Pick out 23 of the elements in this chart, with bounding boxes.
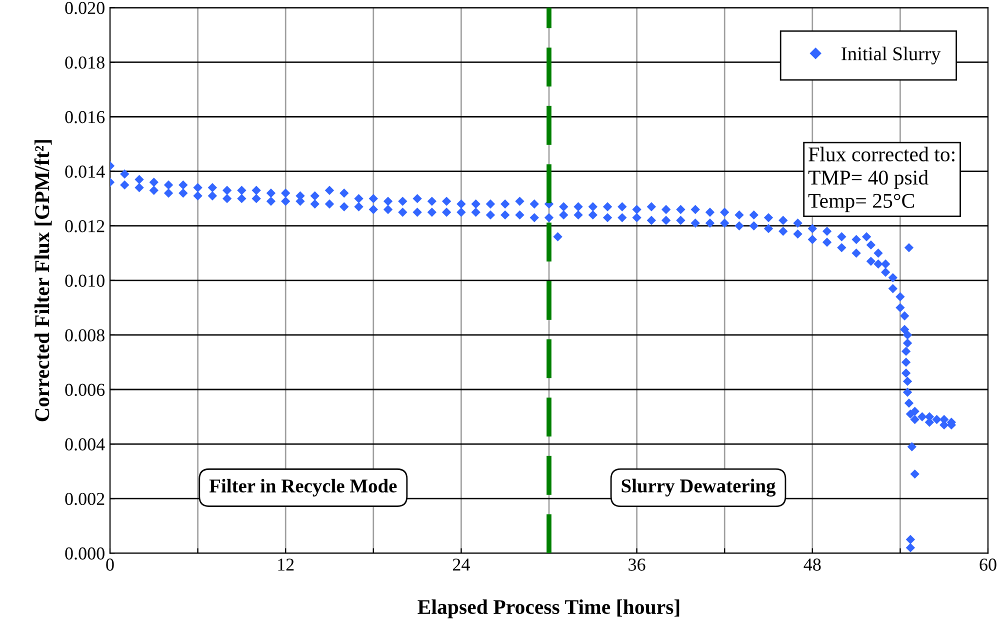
x-axis-title: Elapsed Process Time [hours] <box>418 599 680 618</box>
y-tick-label: 0.004 <box>65 438 105 451</box>
x-tick-label: 36 <box>628 558 646 571</box>
annotation: Flux corrected to: TMP= 40 psid Temp= 25°C <box>808 146 954 212</box>
x-tick-label: 0 <box>106 558 114 571</box>
y-tick-label: 0.002 <box>65 492 104 506</box>
y-tick-label: 0.014 <box>65 166 105 178</box>
x-tick-label: 12 <box>278 558 294 571</box>
y-axis-title: Corrected Filter Flux [GPM/ft²] <box>34 140 52 422</box>
x-tick-label: 60 <box>980 558 996 571</box>
x-tick-label: 24 <box>452 558 470 571</box>
annotation: Filter in Recycle Mode <box>209 478 397 497</box>
y-tick-label: 0.006 <box>65 384 105 396</box>
annotation: Slurry Dewatering <box>622 478 776 497</box>
y-tick-label: 0.016 <box>65 111 105 124</box>
legend-label: Initial Slurry <box>842 46 941 64</box>
y-tick-label: 0.008 <box>65 329 104 342</box>
y-tick-label: 0.012 <box>65 220 104 232</box>
x-tick-label: 48 <box>804 558 821 571</box>
y-tick-label: 0.000 <box>65 547 104 560</box>
y-tick-label: 0.010 <box>65 274 104 287</box>
y-tick-label: 0.018 <box>65 56 104 69</box>
y-tick-label: 0.020 <box>65 2 104 14</box>
